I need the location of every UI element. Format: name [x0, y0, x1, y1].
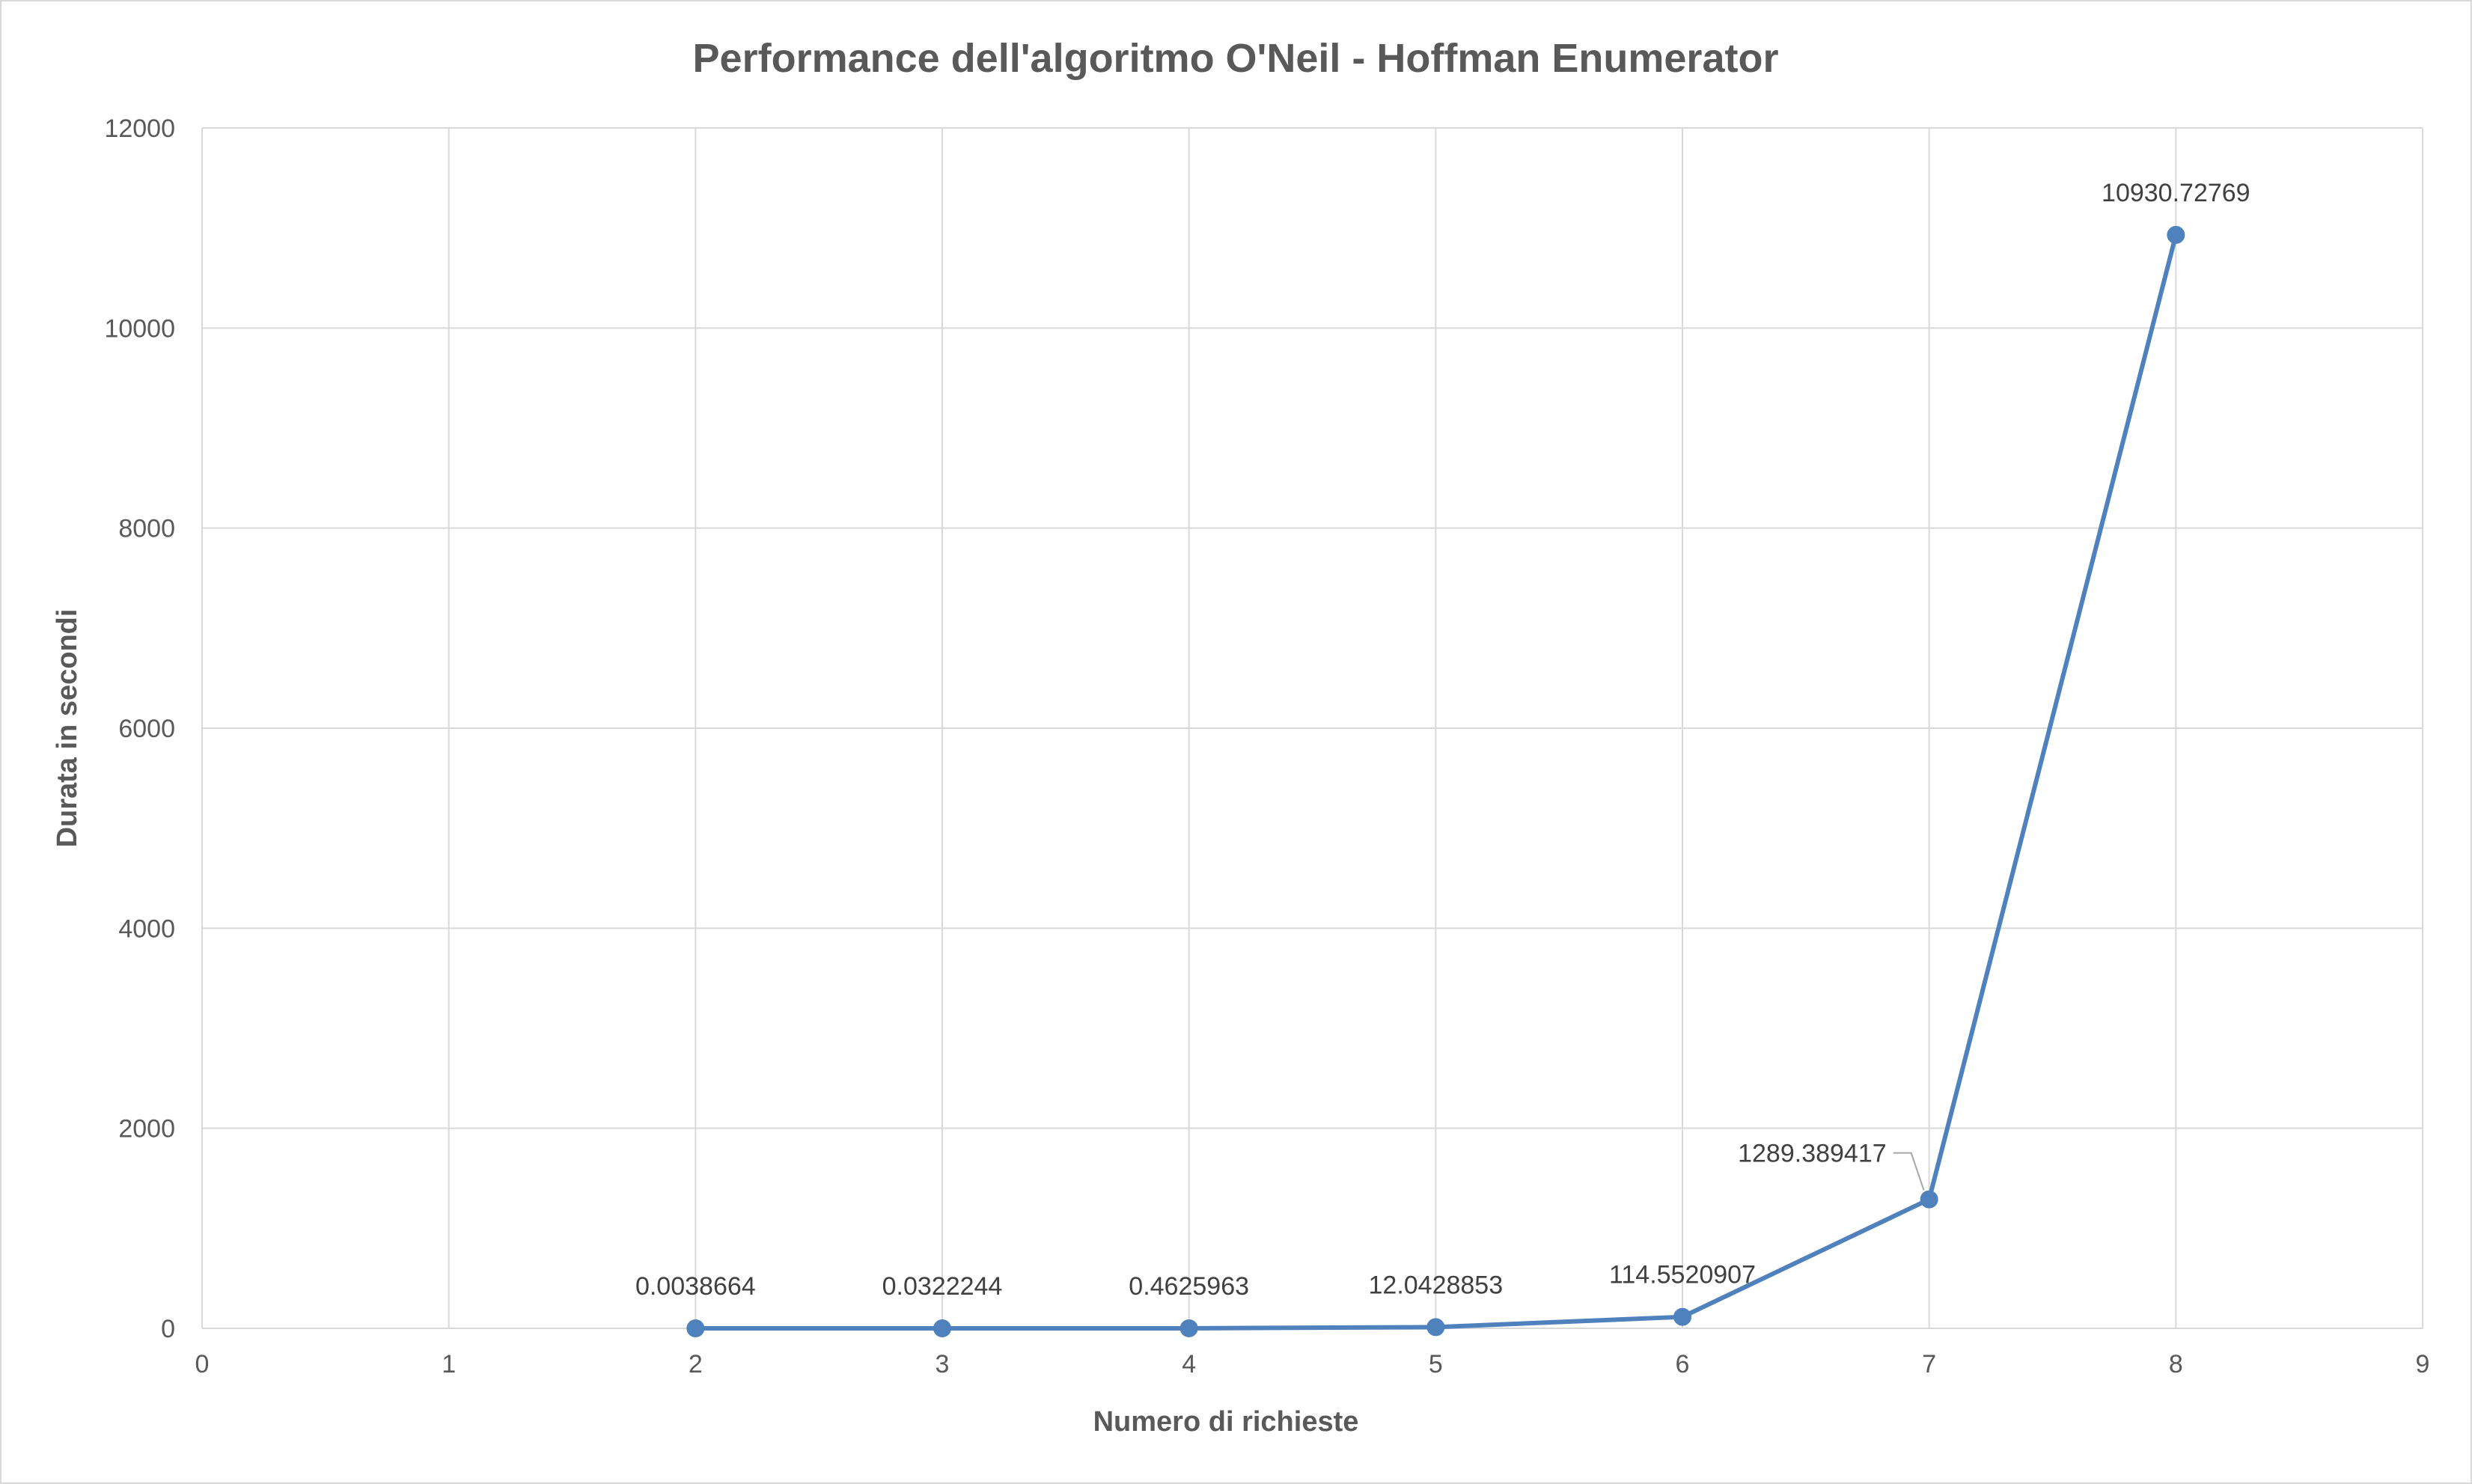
data-labels: 0.0038664 0.0322244 0.4625963 12.0428853 114…: [635, 179, 2250, 1301]
y-tick-label: 0: [161, 1315, 175, 1343]
gridlines: [201, 127, 2423, 1329]
chart-title: Performance dell'algoritmo O'Neil - Hoff…: [693, 36, 1779, 81]
data-label: 0.4625963: [1129, 1272, 1249, 1301]
data-label: 10930.72769: [2102, 179, 2250, 207]
data-label: 0.0322244: [882, 1272, 1003, 1301]
y-tick-label: 8000: [118, 515, 175, 543]
y-tick-label: 12000: [104, 114, 175, 143]
x-tick-label: 1: [442, 1350, 456, 1378]
data-point: [686, 1319, 705, 1337]
x-tick-label: 9: [2416, 1350, 2430, 1378]
y-tick-label: 2000: [118, 1115, 175, 1143]
y-tick-label: 4000: [118, 914, 175, 943]
data-label: 114.5520907: [1609, 1261, 1756, 1289]
y-tick-label: 10000: [104, 314, 175, 343]
x-tick-label: 8: [2169, 1350, 2183, 1378]
data-point: [1426, 1318, 1445, 1337]
y-tick-label: 6000: [118, 715, 175, 743]
data-label-leader: [1893, 1152, 1925, 1191]
data-point: [2167, 225, 2185, 244]
x-tick-label: 5: [1429, 1350, 1443, 1378]
x-tick-label: 0: [195, 1350, 210, 1378]
x-tick-label: 7: [1922, 1350, 1936, 1378]
x-tick-label: 6: [1676, 1350, 1690, 1378]
data-label: 12.0428853: [1369, 1271, 1504, 1299]
data-label: 0.0038664: [635, 1272, 756, 1301]
x-tick-label: 3: [936, 1350, 950, 1378]
data-point: [1920, 1190, 1938, 1209]
x-tick-label: 2: [689, 1350, 703, 1378]
x-axis-title: Numero di richieste: [1093, 1406, 1359, 1438]
data-point: [1179, 1319, 1198, 1337]
data-series: [686, 225, 2185, 1337]
y-axis-title: Durata in secondi: [52, 609, 83, 848]
x-tick-label: 4: [1182, 1350, 1196, 1378]
data-label: 1289.389417: [1738, 1140, 1887, 1168]
axis-ticks: 0 1 2 3 4 5 6 7 8 9 0 2000 4000 6000 8000 10000 12000: [104, 114, 2429, 1378]
data-point: [1673, 1307, 1691, 1326]
data-point: [933, 1319, 951, 1337]
